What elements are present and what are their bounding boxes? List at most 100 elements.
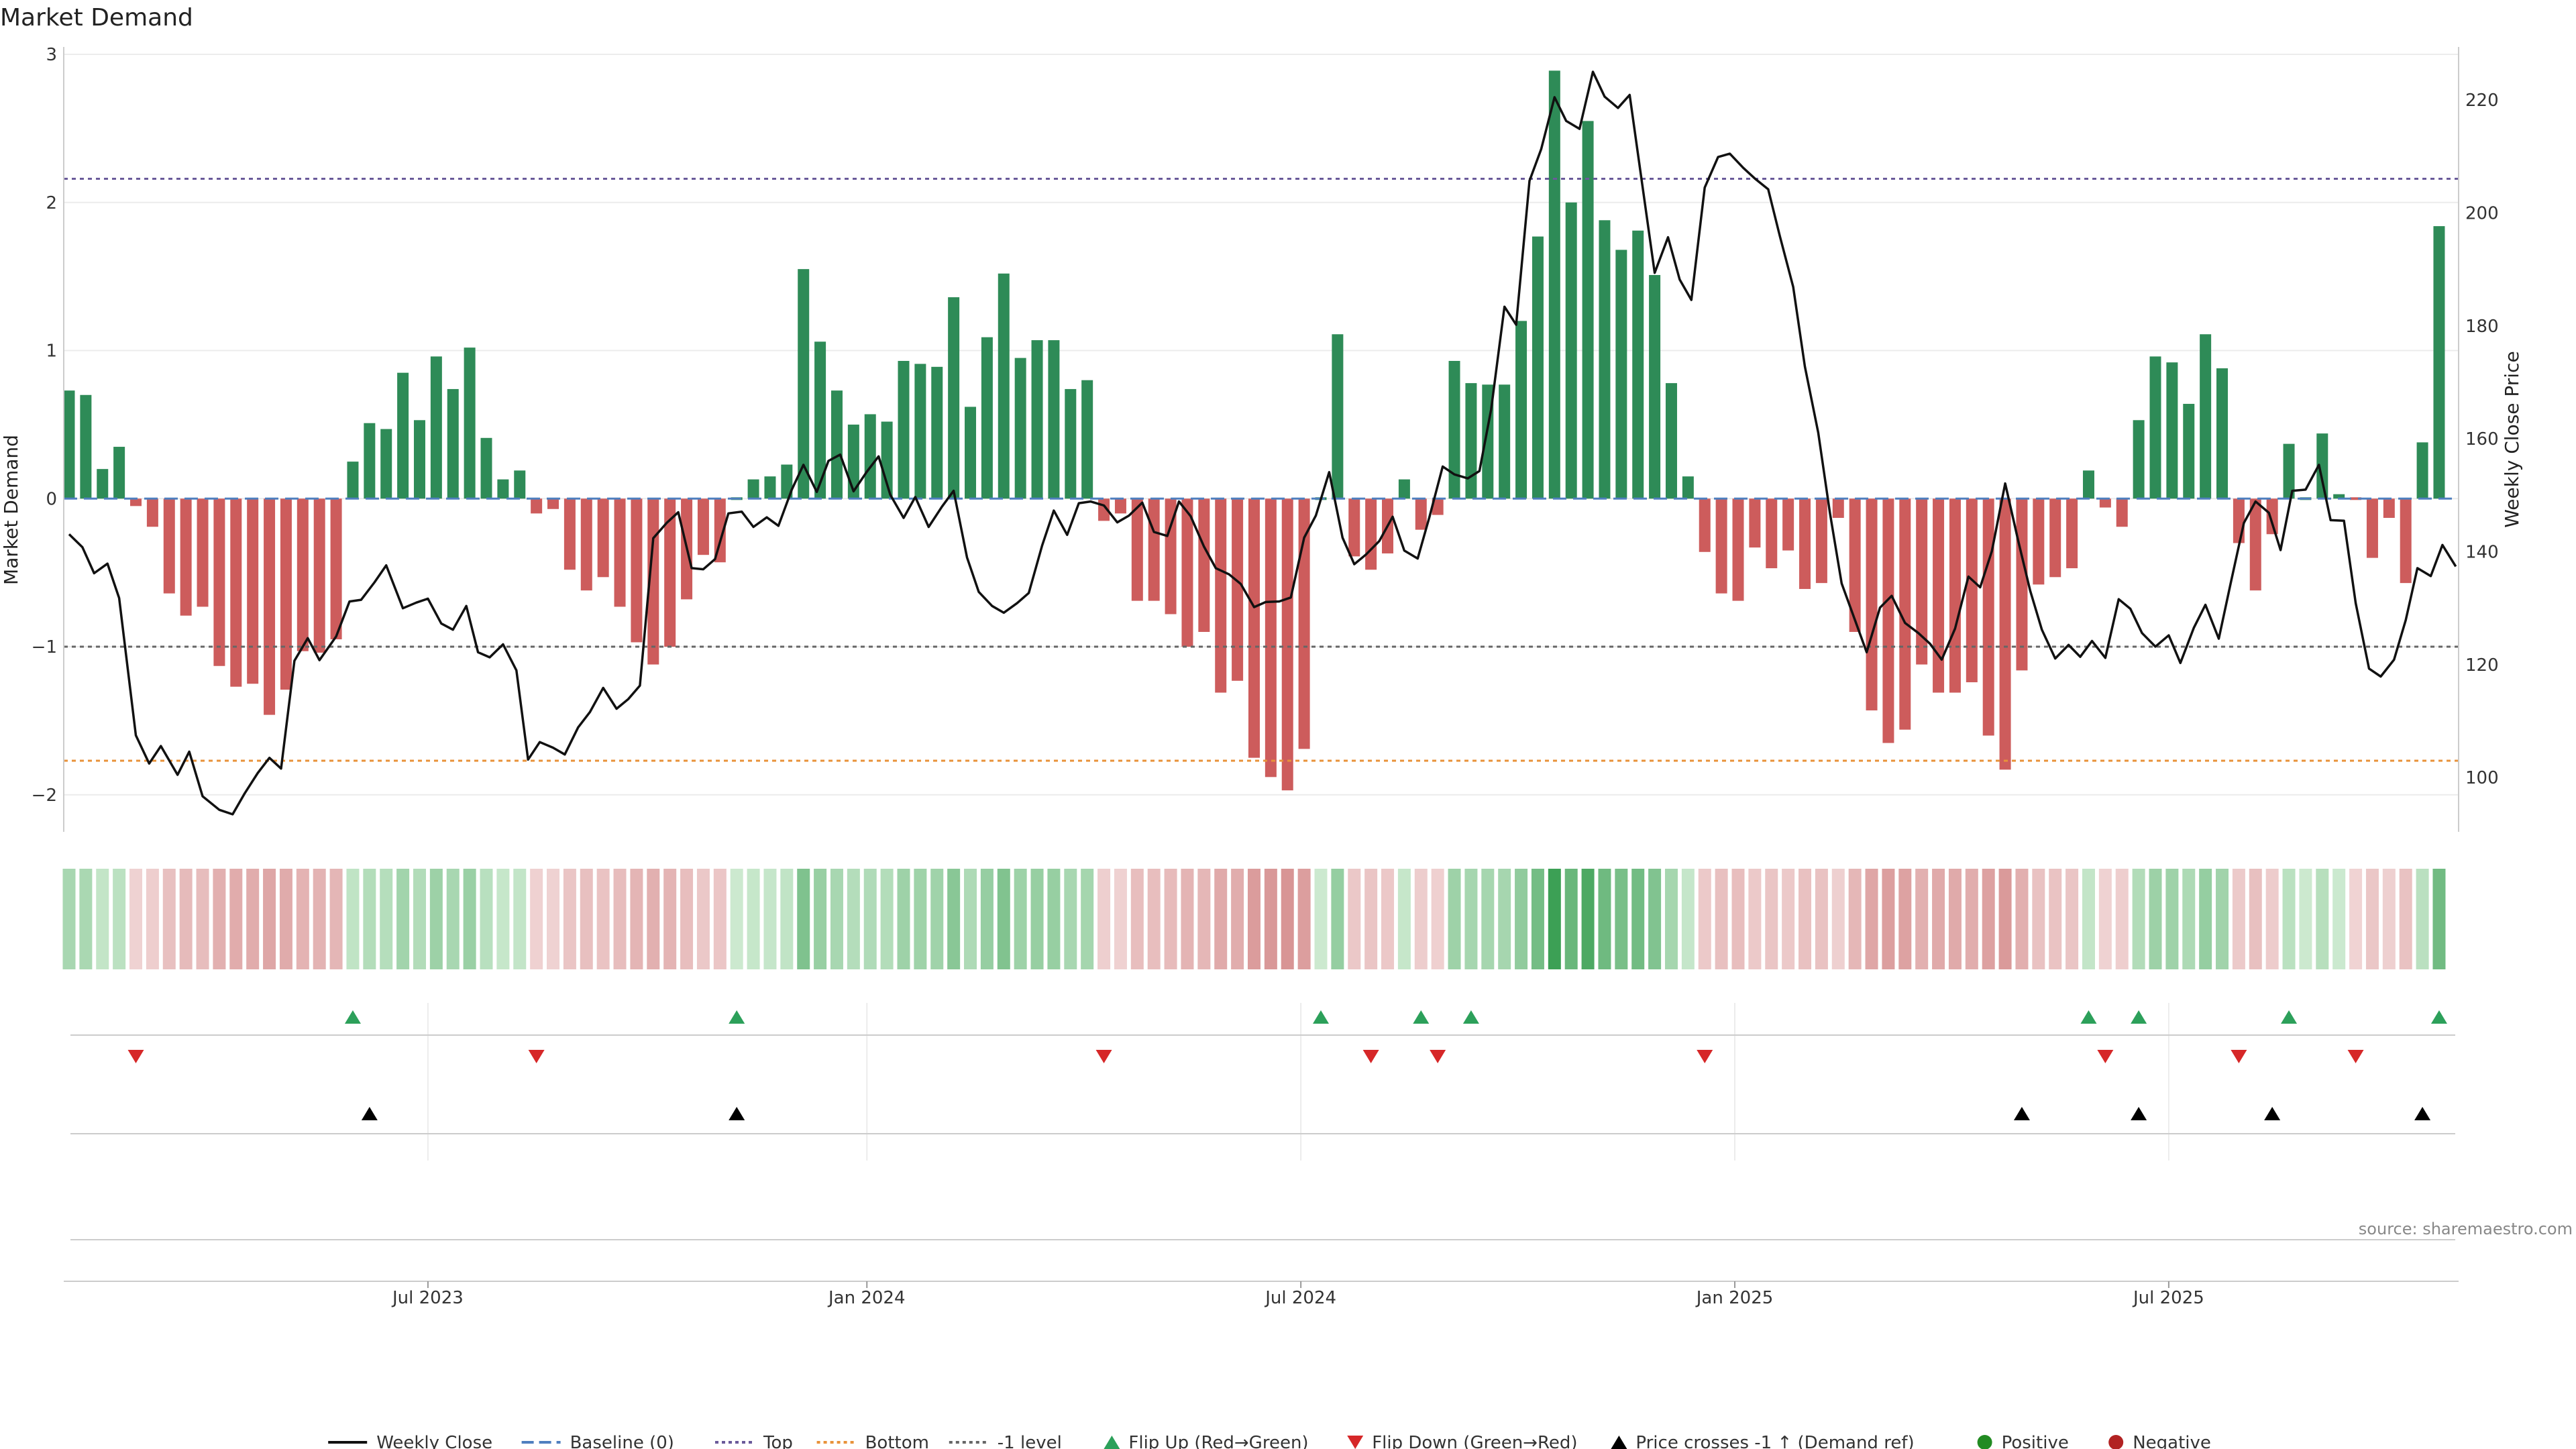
demand-bar — [380, 429, 392, 499]
y2-tick-label: 220 — [2465, 91, 2499, 111]
demand-heat-cell — [146, 869, 159, 969]
demand-heat-cell — [814, 869, 827, 969]
demand-bar — [2200, 334, 2212, 499]
demand-bar — [2266, 498, 2278, 535]
demand-heat-cell — [1581, 869, 1595, 969]
demand-heat-cell — [2332, 869, 2346, 969]
demand-heat-cell — [2082, 869, 2095, 969]
demand-heat-cell — [2416, 869, 2429, 969]
demand-heat-cell — [680, 869, 694, 969]
demand-bar — [1632, 230, 1644, 499]
demand-heat-cell — [2316, 869, 2329, 969]
y-tick-label: −2 — [32, 786, 57, 806]
demand-bar — [1665, 383, 1677, 499]
price-cross-marker — [361, 1107, 378, 1120]
demand-bar — [146, 498, 158, 527]
price-cross-marker — [2414, 1107, 2431, 1120]
demand-heat-cell — [2432, 869, 2446, 969]
flip-down-marker — [1697, 1050, 1713, 1063]
demand-heat-cell — [696, 869, 710, 969]
flip-up-marker — [1413, 1010, 1430, 1024]
demand-heat-cell — [380, 869, 393, 969]
flip-down-marker — [1095, 1050, 1112, 1063]
demand-bar — [814, 341, 826, 499]
demand-heat-cell — [2382, 869, 2396, 969]
demand-bar — [2183, 404, 2195, 499]
demand-heat-cell — [1748, 869, 1762, 969]
demand-heat-cell — [1081, 869, 1094, 969]
demand-bar — [1799, 498, 1811, 589]
demand-heat-cell — [930, 869, 944, 969]
demand-heat-cell — [2249, 869, 2262, 969]
demand-heat-cell — [630, 869, 643, 969]
demand-bar — [464, 347, 476, 499]
demand-bar — [1565, 202, 1577, 499]
demand-heat-cell — [79, 869, 93, 969]
demand-heat-cell — [1782, 869, 1795, 969]
demand-heat-cell — [496, 869, 510, 969]
demand-bar — [1699, 498, 1711, 552]
demand-bar — [2166, 362, 2178, 499]
demand-heat-cell — [246, 869, 260, 969]
demand-heat-cell — [663, 869, 677, 969]
demand-bars — [63, 70, 2445, 791]
demand-heat-cell — [396, 869, 410, 969]
demand-bar — [965, 407, 977, 499]
flip-up-marker — [2281, 1010, 2298, 1024]
demand-bar — [1866, 498, 1878, 710]
demand-heat-cell — [196, 869, 209, 969]
demand-bar — [1232, 498, 1244, 681]
demand-bar — [197, 498, 209, 607]
y2-tick-label: 160 — [2465, 429, 2499, 449]
flip-up-marker — [2430, 1010, 2447, 1024]
demand-bar — [2133, 420, 2145, 499]
demand-bar — [397, 372, 409, 499]
grid-layer — [64, 54, 2459, 1240]
demand-heat-cell — [480, 869, 493, 969]
demand-heat-cell — [713, 869, 727, 969]
demand-heat-cell — [1014, 869, 1027, 969]
demand-bar — [1181, 498, 1193, 647]
demand-bar — [531, 498, 543, 514]
demand-heat-cell — [2232, 869, 2245, 969]
flip-down-marker — [528, 1050, 545, 1063]
demand-heat-cell — [1130, 869, 1144, 969]
demand-heat-cell — [1147, 869, 1161, 969]
demand-heat-cell — [1799, 869, 1812, 969]
demand-heat-cell — [2165, 869, 2179, 969]
demand-bar — [2350, 497, 2362, 500]
demand-heat-cell — [363, 869, 376, 969]
demand-heat-cell — [2032, 869, 2045, 969]
demand-bar — [1732, 498, 1744, 601]
demand-heat-cell — [1481, 869, 1495, 969]
flip-up-marker — [1313, 1010, 1329, 1024]
x-tick-label: Jul 2025 — [2132, 1288, 2204, 1308]
demand-heat-cell — [1815, 869, 1828, 969]
source-note: source: sharemaestro.com — [2359, 1220, 2573, 1238]
demand-bar — [1832, 498, 1844, 518]
price-cross-marker — [2013, 1107, 2030, 1120]
demand-heat-cell — [2265, 869, 2279, 969]
demand-bar — [1749, 498, 1761, 548]
y-tick-label: 0 — [46, 489, 57, 509]
demand-bar — [1348, 498, 1360, 557]
flip-up-marker — [1462, 1010, 1479, 1024]
demand-heat-cell — [1464, 869, 1478, 969]
price-cross-marker — [2131, 1107, 2147, 1120]
demand-heat-cell — [1431, 869, 1444, 969]
demand-heat-cell — [1197, 869, 1211, 969]
demand-heat-cell — [2049, 869, 2062, 969]
chart-title: Market Demand — [0, 4, 193, 32]
demand-heat-cell — [1297, 869, 1311, 969]
demand-bar — [364, 423, 376, 499]
demand-bar — [1114, 498, 1126, 514]
demand-bar — [1515, 321, 1527, 499]
axes: −2 −1 0 1 2 3 100 120 140 160 180 200 220 Jul 2023 Jan… — [32, 45, 2499, 1308]
flip-down-marker — [1362, 1050, 1379, 1063]
demand-heat-cell — [1397, 869, 1411, 969]
demand-heat-cell — [1965, 869, 1978, 969]
demand-bar — [2066, 498, 2078, 569]
demand-bar — [1031, 340, 1043, 499]
demand-heat-cell — [1998, 869, 2012, 969]
demand-bar — [1916, 498, 1928, 665]
